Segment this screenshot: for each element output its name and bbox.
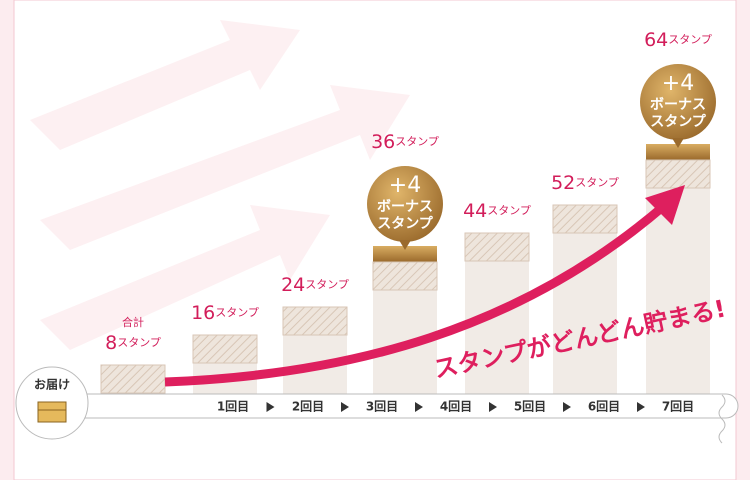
- unit: スタンプ: [395, 135, 439, 148]
- wavy-edge: [718, 394, 726, 444]
- stamp-count: 52スタンプ: [551, 172, 619, 194]
- prefix: 合計: [122, 315, 144, 329]
- stamp-count: 24スタンプ: [281, 274, 349, 296]
- count: 36: [371, 131, 395, 153]
- timeline-label: 5回目: [514, 400, 546, 414]
- timeline-arrow: [415, 402, 423, 412]
- bonus-amount: +4: [389, 173, 421, 198]
- timeline-label: 3回目: [366, 400, 398, 414]
- stamp-count: 44スタンプ: [463, 200, 531, 222]
- timeline-arrow: [266, 402, 275, 412]
- stamp-box: [645, 159, 711, 189]
- gold-bar: [646, 144, 710, 160]
- timeline-arrow: [341, 402, 349, 412]
- bg-arrows: [30, 20, 410, 350]
- timeline-arrow: [563, 402, 571, 412]
- count: 16: [191, 302, 215, 324]
- timeline-label: 2回目: [292, 400, 324, 414]
- gold-bar: [373, 246, 437, 262]
- count: 44: [463, 200, 487, 222]
- unit: スタンプ: [117, 336, 161, 349]
- count: 64: [644, 29, 668, 51]
- stamp-box: [192, 334, 258, 364]
- box-icon: [37, 401, 67, 423]
- unit: スタンプ: [668, 33, 712, 46]
- timeline-arrow: [489, 402, 497, 412]
- bonus-badge: [367, 166, 443, 242]
- timeline-label: 7回目: [662, 400, 694, 414]
- start-label: お届け: [34, 378, 70, 392]
- count: 8: [105, 332, 117, 354]
- bonus-line: スタンプ: [650, 114, 707, 130]
- timeline-label: 4回目: [440, 400, 472, 414]
- stamp-box: [282, 306, 348, 336]
- badge-tail: [672, 138, 684, 148]
- stamp-box: [552, 204, 618, 234]
- count: 24: [281, 274, 305, 296]
- unit: スタンプ: [215, 306, 259, 319]
- growth-arrow: [164, 201, 668, 387]
- column: [553, 205, 617, 395]
- timeline-label: 1回目: [217, 400, 249, 414]
- bonus-line: スタンプ: [377, 216, 434, 232]
- bonus-line: ボーナス: [377, 199, 433, 215]
- unit: スタンプ: [487, 204, 531, 217]
- arrow-head: [645, 185, 685, 225]
- badge-tail: [399, 240, 411, 250]
- unit: スタンプ: [575, 176, 619, 189]
- bonus-line: ボーナス: [650, 97, 706, 113]
- stamp-box: [372, 261, 438, 291]
- stamp-count: 16スタンプ: [191, 302, 259, 324]
- bonus-amount: +4: [662, 71, 694, 96]
- stamp-count: 8スタンプ: [105, 332, 161, 354]
- bonus-badge: [640, 64, 716, 140]
- timeline-label: 6回目: [588, 400, 620, 414]
- stamp-box: [464, 232, 530, 262]
- stamp-box: [100, 364, 166, 394]
- count: 52: [551, 172, 575, 194]
- stamp-count: 64スタンプ: [644, 29, 712, 51]
- timeline-arrow: [637, 402, 645, 412]
- stamp-count: 36スタンプ: [371, 131, 439, 153]
- unit: スタンプ: [305, 278, 349, 291]
